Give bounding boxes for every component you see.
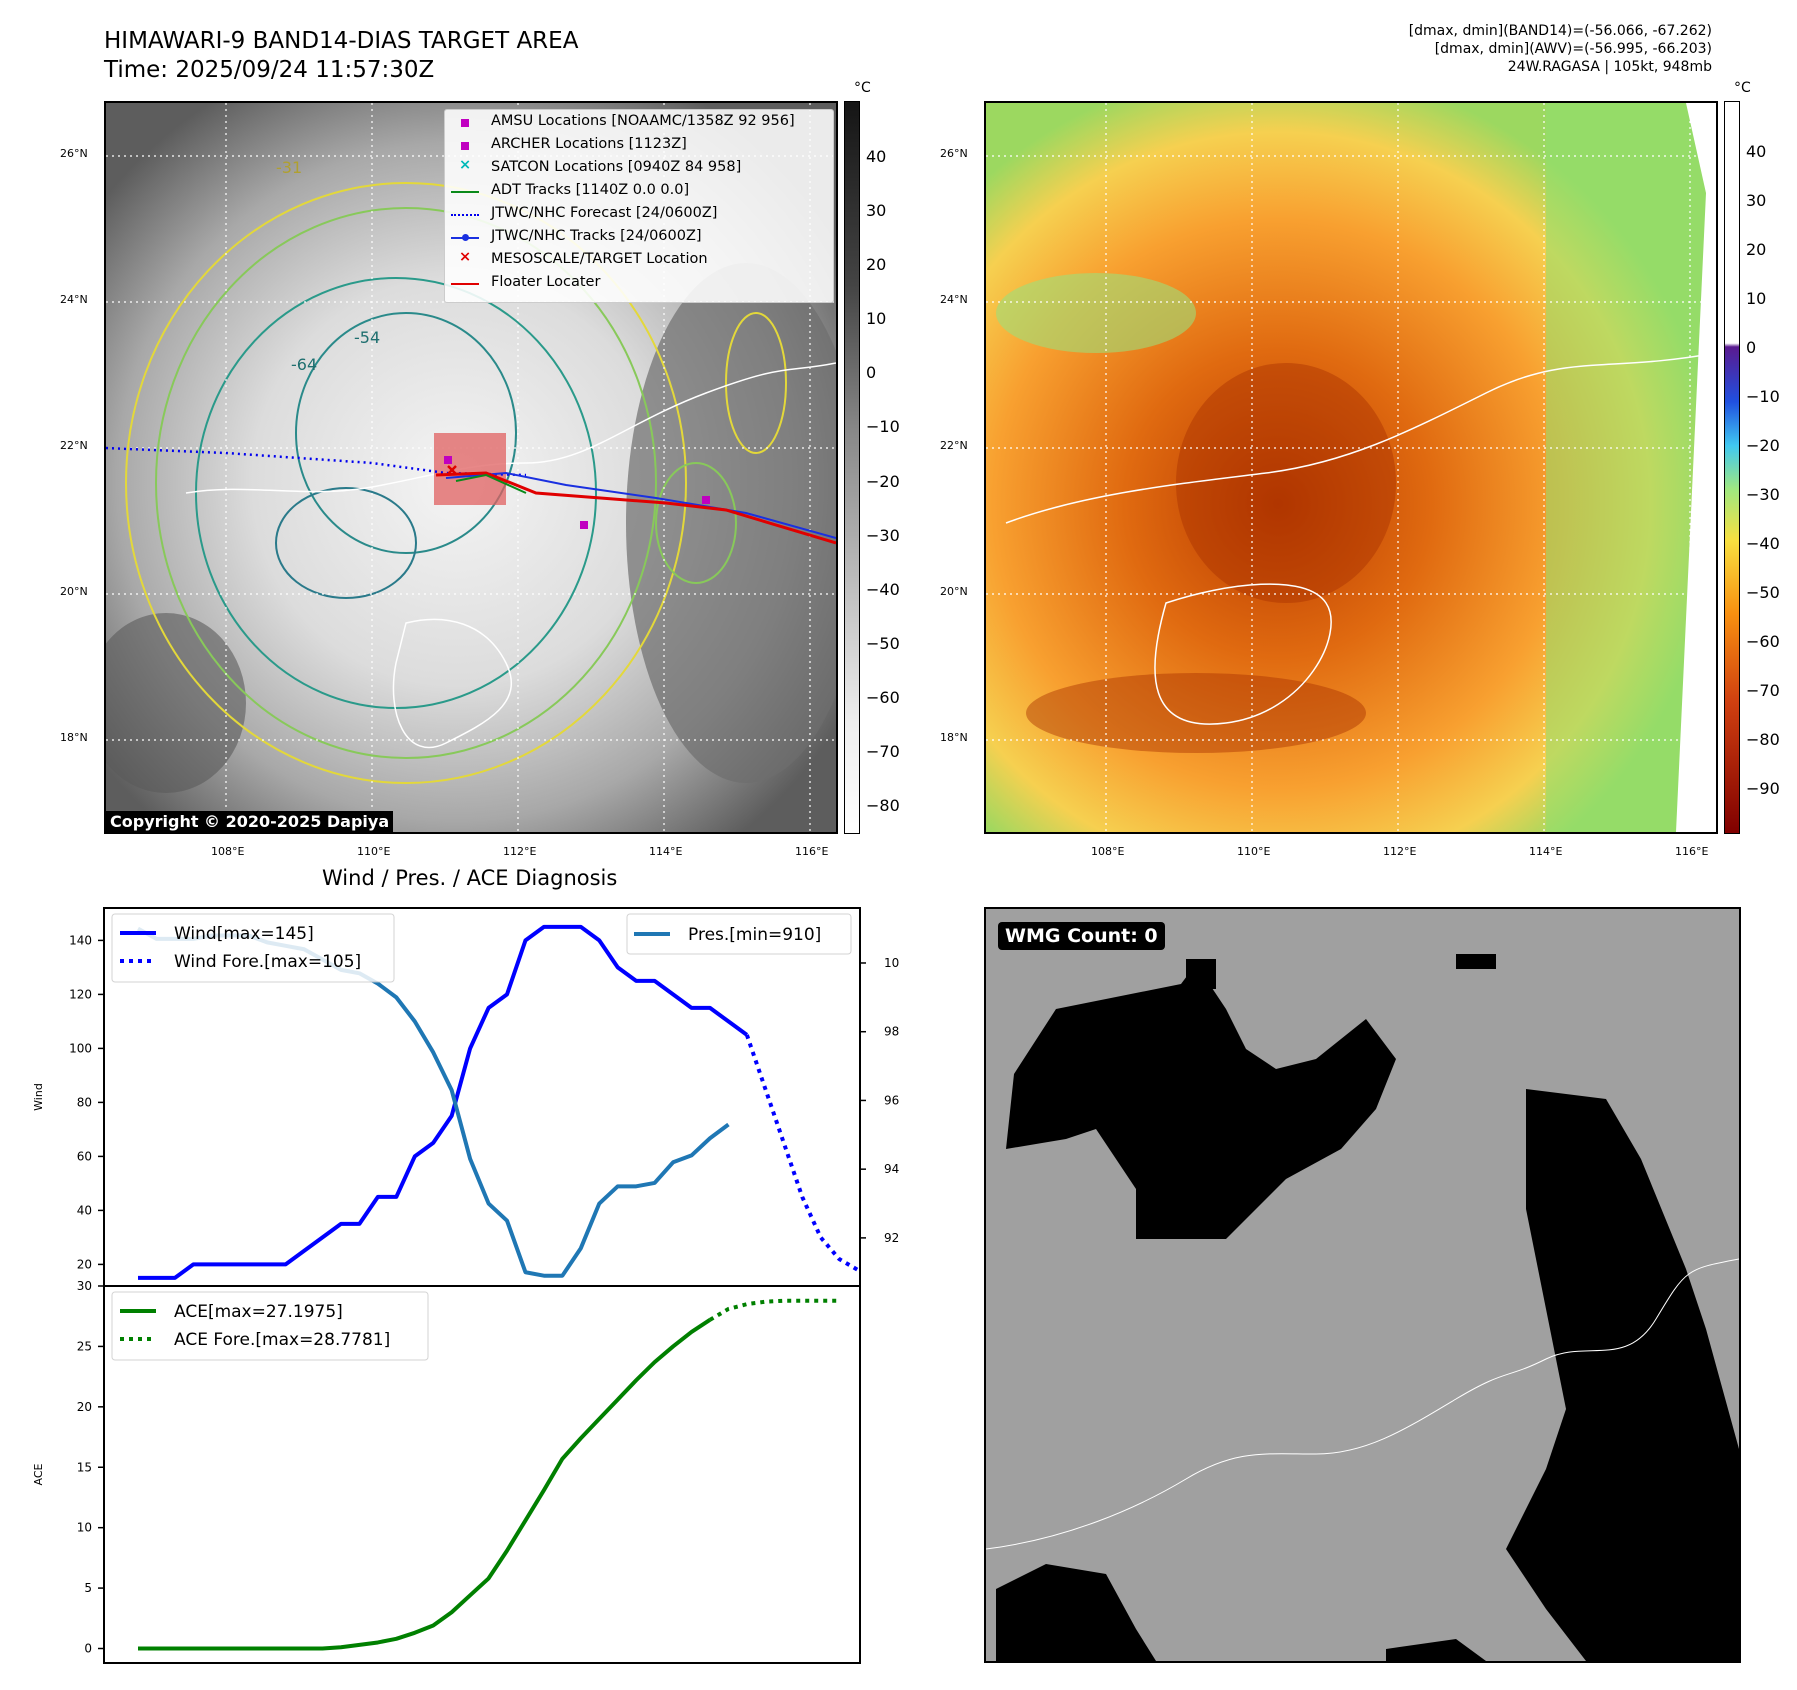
wmg-panel: WMG Count: 0 [984,907,1741,1663]
y-right-tick-label: 1000 [884,956,900,970]
legend-ace-fore-label: ACE Fore.[max=28.7781] [174,1330,390,1350]
lon-label: 116°E [1675,845,1709,858]
series-line-1 [708,1298,840,1322]
awv-map-image [986,103,1716,832]
page-title: HIMAWARI-9 BAND14-DIAS TARGET AREA Time:… [104,27,578,85]
y-tick-label: 20 [77,1400,92,1414]
right-title: [dmax, dmin](BAND14)=(-56.066, -67.262) … [1012,22,1712,76]
lat-label: 26°N [940,147,968,160]
y-right-tick-label: 980 [884,1025,900,1039]
blue-dotted-line-icon [451,214,479,216]
y-tick-label: 5 [84,1581,92,1595]
y-tick-label: 15 [77,1460,92,1474]
lat-label: 22°N [60,439,88,452]
y-tick-label: 80 [77,1095,92,1109]
y-tick-label: 100 [69,1041,92,1055]
ir-map-panel: -64 -54 -31 AMSU Locations [NOAAMC/1358Z… [104,101,838,834]
legend-wind-label: Wind[max=145] [174,924,314,944]
storm-info: 24W.RAGASA | 105kt, 948mb [1507,59,1712,75]
legend-box [111,1291,429,1361]
y-tick-label: 25 [77,1339,92,1353]
lon-label: 110°E [1237,845,1271,858]
lon-label: 110°E [357,845,391,858]
y-right-tick-label: 960 [884,1093,900,1107]
y-axis-label: Wind [32,1083,45,1111]
lat-label: 22°N [940,439,968,452]
y-tick-label: 120 [69,987,92,1001]
ace-chart: 0 5 10 15 20 25 30 ACE ACE[max=27.1975] ACE Fore.… [32,1279,861,1664]
copyright-label: Copyright © 2020-2025 Dapiya [106,811,394,832]
lon-label: 116°E [795,845,829,858]
lat-label: 18°N [940,731,968,744]
y-tick-label: 60 [77,1149,92,1163]
wind-legend: Wind[max=145] Wind Fore.[max=105] [111,913,395,983]
title-line-1: HIMAWARI-9 BAND14-DIAS TARGET AREA [104,28,579,54]
legend-wind-fore-label: Wind Fore.[max=105] [174,952,361,972]
y-tick-label: 30 [77,1279,92,1293]
contour-label-inner: -64 [291,355,318,374]
y-tick-label: 10 [77,1521,92,1535]
legend-ace-label: ACE[max=27.1975] [174,1302,343,1322]
contour-label-mid: -54 [354,328,381,347]
series-line-0 [138,1318,712,1651]
lon-label: 112°E [1383,845,1417,858]
wmg-count-badge: WMG Count: 0 [998,922,1165,950]
lon-label: 112°E [503,845,537,858]
diagnosis-title: Wind / Pres. / ACE Diagnosis [322,866,618,890]
red-x-icon: × [459,249,472,265]
awv-colorbar [1724,101,1740,834]
lon-label: 108°E [1091,845,1125,858]
lon-label: 114°E [649,845,683,858]
lat-label: 20°N [60,585,88,598]
lat-label: 26°N [60,147,88,160]
legend-box [626,913,852,955]
cyan-x-icon: × [459,157,472,173]
ace-legend: ACE[max=27.1975] ACE Fore.[max=28.7781] [111,1291,429,1361]
y-right-tick-label: 940 [884,1162,900,1176]
map-legend: AMSU Locations [NOAAMC/1358Z 92 956] ARC… [444,109,834,303]
awv-colorbar-unit: °C [1734,80,1751,96]
legend-pressure-label: Pres.[min=910] [688,925,821,945]
series-line-1 [744,1034,859,1272]
wmg-mask-image [986,954,1739,1661]
legend-box [111,913,395,983]
lat-label: 18°N [60,731,88,744]
ir-colorbar [844,101,860,834]
lat-label: 24°N [940,293,968,306]
contour-label-outer: -31 [276,158,303,177]
green-line-icon [451,191,479,193]
magenta-square-icon [461,142,469,150]
pressure-legend: Pres.[min=910] [626,913,852,955]
ir-colorbar-unit: °C [854,80,871,96]
lat-label: 20°N [940,585,968,598]
y-tick-label: 0 [84,1642,92,1656]
diagnosis-charts: 20406080100120140Wind9209409609801000Pre… [32,907,900,1664]
y-tick-label: 20 [77,1257,92,1271]
y-right-tick-label: 920 [884,1231,900,1245]
dmax-awv: [dmax, dmin](AWV)=(-56.995, -66.203) [1434,41,1712,57]
lon-label: 108°E [211,845,245,858]
y-axis-label: ACE [32,1463,45,1485]
y-tick-label: 140 [69,933,92,947]
series-line-0 [138,924,749,1280]
awv-map-panel [984,101,1718,834]
dmax-band14: [dmax, dmin](BAND14)=(-56.066, -67.262) [1408,23,1712,39]
magenta-square-icon [461,119,469,127]
y-tick-label: 40 [77,1203,92,1217]
lon-label: 114°E [1529,845,1563,858]
lat-label: 24°N [60,293,88,306]
wind-pressure-chart: 20 40 60 80 100 120 140 Wind 920 940 960 980 1000 Pre… [32,907,900,1287]
title-line-2: Time: 2025/09/24 11:57:30Z [104,57,435,83]
red-line-icon [451,283,479,285]
